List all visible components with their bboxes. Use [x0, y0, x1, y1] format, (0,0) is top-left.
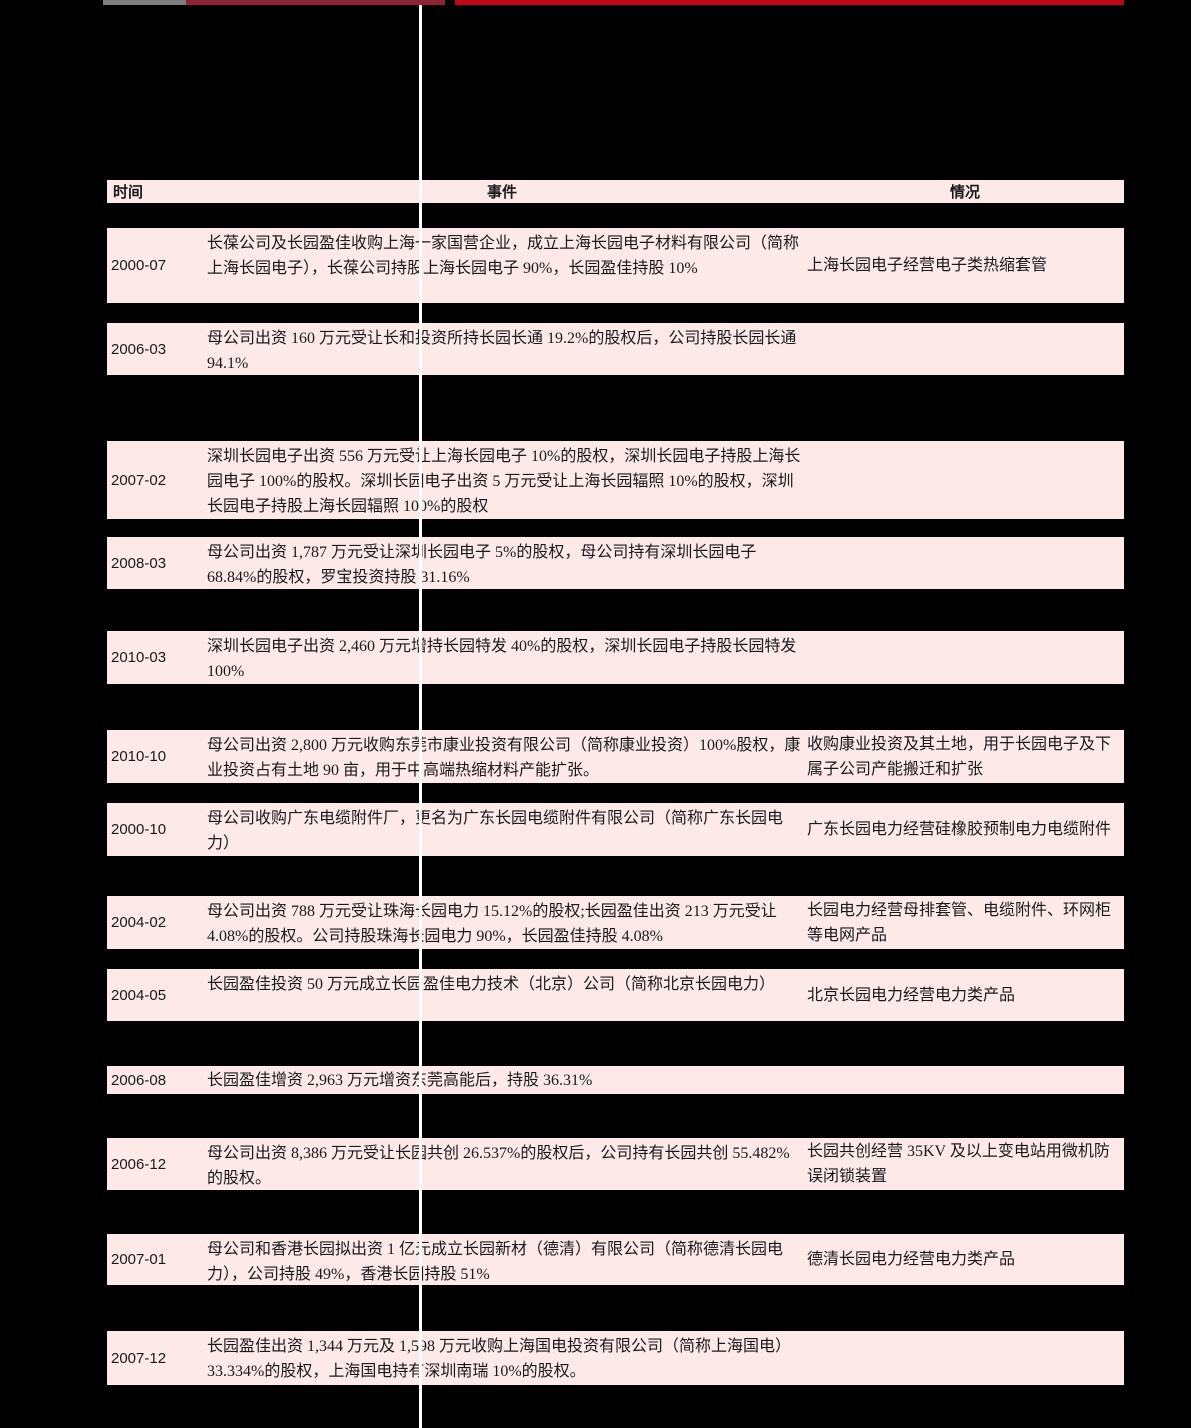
- row-event: 深圳长园电子出资 2,460 万元增持长园特发 40%的股权，深圳长园电子持股长…: [207, 638, 797, 680]
- table-row: 2004-05 长园盈佳投资 50 万元成立长园盈佳电力技术（北京）公司（简称北…: [107, 969, 1124, 1021]
- header-time: 时间: [113, 185, 144, 201]
- row-date: 2006-08: [111, 1071, 167, 1089]
- row-event: 母公司出资 8,386 万元受让长园共创 26.537%的股权后，公司持有长园共…: [207, 1145, 790, 1187]
- row-event: 长园盈佳投资 50 万元成立长园盈佳电力技术（北京）公司（简称北京长园电力）: [207, 976, 776, 993]
- table-row: 2000-10 母公司收购广东电缆附件厂，更名为广东长园电缆附件有限公司（简称广…: [107, 803, 1124, 856]
- table-row: 2010-03 深圳长园电子出资 2,460 万元增持长园特发 40%的股权，深…: [107, 631, 1124, 684]
- row-event: 长园盈佳出资 1,344 万元及 1,598 万元收购上海国电投资有限公司（简称…: [207, 1338, 792, 1380]
- row-date: 2008-03: [111, 554, 167, 572]
- vertical-divider-line: [419, 5, 422, 1428]
- table-row: 2007-01 母公司和香港长园拟出资 1 亿元成立长园新材（德清）有限公司（简…: [107, 1234, 1124, 1285]
- row-date: 2007-01: [111, 1251, 167, 1268]
- row-event: 母公司和香港长园拟出资 1 亿元成立长园新材（德清）有限公司（简称德清长园电力）…: [207, 1241, 784, 1283]
- row-date: 2007-02: [111, 471, 167, 489]
- row-situation: 北京长园电力经营电力类产品: [807, 986, 1016, 1004]
- table-row: 2006-08 长园盈佳增资 2,963 万元增资东莞高能后，持股 36.31%: [107, 1066, 1124, 1094]
- row-situation: [807, 537, 1125, 589]
- table-row: 2008-03 母公司出资 1,787 万元受让深圳长园电子 5%的股权，母公司…: [107, 537, 1124, 589]
- header-event: 事件: [487, 185, 518, 201]
- table-row: 2010-10 母公司出资 2,800 万元收购东莞市康业投资有限公司（简称康业…: [107, 730, 1124, 783]
- row-situation: [807, 631, 1125, 684]
- top-bar-gray-segment: [103, 0, 186, 5]
- row-situation: 德清长园电力经营电力类产品: [807, 1251, 1016, 1268]
- header-situation: 情况: [950, 185, 981, 201]
- row-date: 2006-03: [111, 340, 167, 358]
- row-date: 2010-10: [111, 748, 167, 765]
- row-event: 深圳长园电子出资 556 万元受让上海长园电子 10%的股权，深圳长园电子持股上…: [207, 448, 801, 515]
- row-situation: 长园电力经营母排套管、电缆附件、环网柜等电网产品: [807, 901, 1112, 944]
- row-date: 2006-12: [111, 1155, 167, 1173]
- row-event: 长园盈佳增资 2,963 万元增资东莞高能后，持股 36.31%: [207, 1072, 593, 1089]
- row-situation: 收购康业投资及其土地，用于长园电子及下属子公司产能搬迁和扩张: [807, 735, 1112, 778]
- row-situation: 广东长园电力经营硅橡胶预制电力电缆附件: [807, 821, 1112, 838]
- row-situation: [807, 1331, 1125, 1385]
- table-row: 2007-12 长园盈佳出资 1,344 万元及 1,598 万元收购上海国电投…: [107, 1331, 1124, 1385]
- row-date: 2000-07: [111, 257, 167, 274]
- row-event: 母公司出资 1,787 万元受让深圳长园电子 5%的股权，母公司持有深圳长园电子…: [207, 544, 757, 586]
- row-event: 母公司出资 788 万元受让珠海长园电力 15.12%的股权;长园盈佳出资 21…: [207, 903, 777, 945]
- table-row: 2004-02 母公司出资 788 万元受让珠海长园电力 15.12%的股权;长…: [107, 896, 1124, 949]
- row-situation: 长园共创经营 35KV 及以上变电站用微机防误闭锁装置: [807, 1143, 1110, 1185]
- table-row: 2000-07 长葆公司及长园盈佳收购上海一家国营企业，成立上海长园电子材料有限…: [107, 228, 1124, 303]
- row-event: 母公司出资 160 万元受让长和投资所持长园长通 19.2%的股权后，公司持股长…: [207, 330, 797, 372]
- row-date: 2007-12: [111, 1349, 167, 1367]
- row-date: 2000-10: [111, 821, 167, 838]
- row-date: 2004-05: [111, 986, 167, 1004]
- row-situation: [807, 323, 1125, 375]
- table-row: 2007-02 深圳长园电子出资 556 万元受让上海长园电子 10%的股权，深…: [107, 441, 1124, 519]
- table-row: 2006-12 母公司出资 8,386 万元受让长园共创 26.537%的股权后…: [107, 1138, 1124, 1190]
- top-bar-darkred-segment: [186, 0, 445, 5]
- row-event: 母公司收购广东电缆附件厂，更名为广东长园电缆附件有限公司（简称广东长园电力）: [207, 810, 784, 852]
- row-date: 2010-03: [111, 649, 167, 666]
- row-situation: [807, 1066, 1125, 1094]
- row-event: 长葆公司及长园盈佳收购上海一家国营企业，成立上海长园电子材料有限公司（简称上海长…: [207, 235, 800, 277]
- top-bar-red-segment: [455, 0, 1124, 5]
- row-event: 母公司出资 2,800 万元收购东莞市康业投资有限公司（简称康业投资）100%股…: [207, 737, 801, 779]
- row-situation: [807, 441, 1125, 519]
- table-row: 2006-03 母公司出资 160 万元受让长和投资所持长园长通 19.2%的股…: [107, 323, 1124, 375]
- row-date: 2004-02: [111, 914, 167, 931]
- row-situation: 上海长园电子经营电子类热缩套管: [807, 257, 1048, 274]
- table-header-row: 时间 事件 情况: [107, 180, 1124, 203]
